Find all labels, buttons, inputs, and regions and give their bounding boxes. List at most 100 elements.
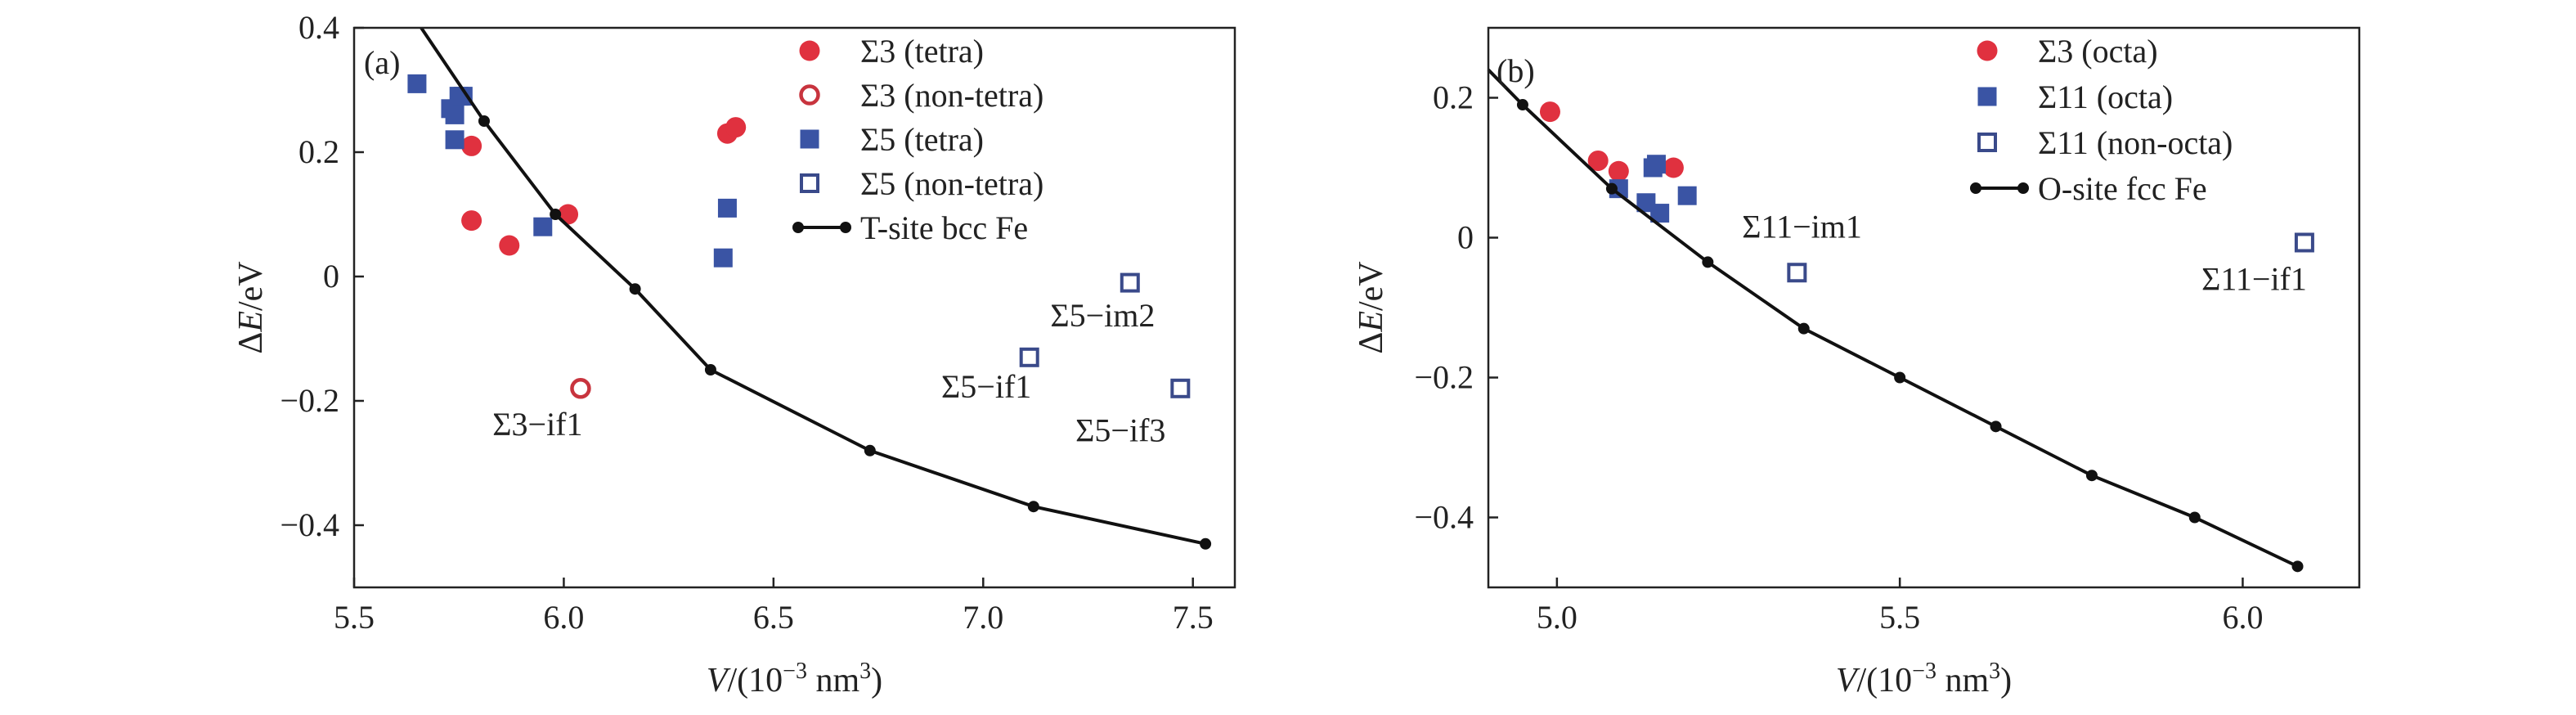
data-point xyxy=(1894,371,1906,384)
y-tick-label: 0 xyxy=(323,258,339,295)
legend-item: Σ3 (octa) xyxy=(1977,33,2158,70)
y-tick-label: −0.2 xyxy=(1414,359,1474,396)
series xyxy=(407,74,737,268)
legend-label: T-site bcc Fe xyxy=(860,209,1028,246)
data-point xyxy=(1797,322,1810,335)
data-point xyxy=(2188,511,2201,524)
legend-item: O-site fcc Fe xyxy=(1970,170,2207,207)
data-point xyxy=(1702,256,1714,268)
legend-item: Σ5 (tetra) xyxy=(800,121,984,158)
data-point xyxy=(725,117,747,138)
x-tick-label: 5.5 xyxy=(334,599,375,636)
y-tick-label: 0.2 xyxy=(1433,79,1474,116)
data-point xyxy=(1646,155,1666,174)
series xyxy=(1539,101,1684,182)
legend-marker xyxy=(799,84,820,106)
legend-item: Σ11 (non-octa) xyxy=(1977,124,2233,161)
series xyxy=(420,26,1212,550)
legend-label: O-site fcc Fe xyxy=(2038,170,2207,207)
data-point xyxy=(2085,470,2098,482)
data-point xyxy=(629,283,641,295)
series xyxy=(1487,68,2304,573)
annotation-label: Σ5−if3 xyxy=(1075,411,1165,448)
data-point xyxy=(1027,501,1039,513)
panel-label: (a) xyxy=(364,44,400,81)
x-tick-label: 7.0 xyxy=(963,599,1003,636)
legend-marker xyxy=(800,129,819,149)
annotation-label: Σ5−im2 xyxy=(1050,297,1155,334)
data-point xyxy=(533,217,553,236)
data-point xyxy=(1587,150,1609,171)
data-point xyxy=(461,210,482,232)
x-tick-label: 5.0 xyxy=(1537,599,1577,636)
plot-frame xyxy=(352,26,1236,589)
data-point xyxy=(550,209,562,220)
legend-marker xyxy=(799,40,820,61)
data-point xyxy=(864,444,876,456)
legend-label: Σ5 (non-tetra) xyxy=(860,165,1043,202)
legend-item: Σ3 (tetra) xyxy=(799,33,984,70)
y-tick-label: −0.2 xyxy=(280,382,339,419)
annotation-label: Σ11−im1 xyxy=(1742,209,1862,245)
data-point xyxy=(1516,99,1528,111)
data-point xyxy=(1170,378,1191,398)
data-point xyxy=(570,378,591,399)
annotation-label: Σ11−if1 xyxy=(2201,261,2307,298)
data-point xyxy=(1608,160,1629,182)
data-point xyxy=(713,248,733,268)
legend-item: Σ3 (non-tetra) xyxy=(799,77,1043,114)
legend-label: Σ11 (octa) xyxy=(2038,79,2173,115)
x-axis-label: V/(10−3 nm3) xyxy=(1836,659,2012,699)
data-point xyxy=(1120,272,1140,293)
data-point xyxy=(445,130,464,150)
panel-label: (b) xyxy=(1497,52,1535,89)
legend-marker xyxy=(800,173,819,193)
data-point xyxy=(1650,204,1670,223)
data-point xyxy=(461,135,482,156)
legend: Σ3 (tetra) Σ3 (non-tetra) Σ5 (tetra) Σ5 (no… xyxy=(792,33,1043,246)
data-point xyxy=(1200,537,1212,550)
data-point xyxy=(1677,186,1697,205)
series-line xyxy=(1487,68,2299,569)
y-tick-label: 0 xyxy=(1457,219,1474,256)
legend-item: Σ5 (non-tetra) xyxy=(800,165,1043,202)
y-axis-label: ΔE/eV xyxy=(232,261,270,353)
data-point xyxy=(1539,101,1560,123)
data-point xyxy=(717,198,737,218)
x-tick-label: 6.0 xyxy=(2222,599,2263,636)
data-point xyxy=(2291,560,2304,573)
legend-item: Σ11 (octa) xyxy=(1977,79,2173,115)
annotation-label: Σ3−if1 xyxy=(492,406,582,443)
chart-panel: 5.5 6.0 6.5 7.0 7.5 −0.4 −0.2 0 0.2 0.4 (a) V/(10−3… xyxy=(232,9,1236,699)
plot-frame xyxy=(1487,26,2361,589)
legend-label: Σ5 (tetra) xyxy=(860,121,984,158)
data-point xyxy=(1663,157,1684,178)
series-line xyxy=(420,26,1206,546)
series xyxy=(1609,155,1697,223)
data-point xyxy=(2294,232,2314,253)
x-axis-label: V/(10−3 nm3) xyxy=(707,659,882,699)
x-tick-label: 5.5 xyxy=(1879,599,1920,636)
series xyxy=(1787,232,2314,283)
data-point xyxy=(1019,347,1039,367)
y-tick-label: 0.4 xyxy=(298,9,339,46)
series xyxy=(570,378,591,399)
data-point xyxy=(1605,182,1618,195)
data-point xyxy=(1787,263,1807,283)
data-point xyxy=(445,105,464,124)
legend-marker xyxy=(1977,87,1997,106)
legend-label: Σ3 (non-tetra) xyxy=(860,77,1043,114)
legend: Σ3 (octa) Σ11 (octa) Σ11 (non-octa) O-site … xyxy=(1970,33,2233,207)
data-point xyxy=(407,74,427,93)
legend-marker xyxy=(1970,182,1981,194)
legend-label: Σ11 (non-octa) xyxy=(2038,124,2233,161)
x-tick-label: 6.5 xyxy=(753,599,794,636)
data-point xyxy=(704,364,716,375)
legend-label: Σ3 (octa) xyxy=(2038,33,2158,70)
legend-marker xyxy=(792,222,804,233)
chart-panel: 5.0 5.5 6.0 −0.4 −0.2 0 0.2 (b) V/(10−3 nm3) ΔE/e… xyxy=(1353,26,2361,699)
y-tick-label: 0.2 xyxy=(298,133,339,170)
data-point xyxy=(1990,420,2002,433)
legend-item: T-site bcc Fe xyxy=(792,209,1028,246)
